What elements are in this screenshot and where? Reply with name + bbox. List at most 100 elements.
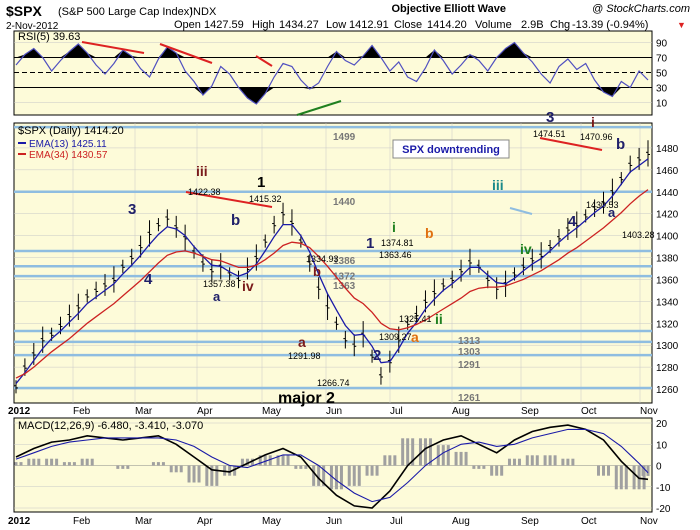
wave-label: b xyxy=(231,212,240,229)
wave-label: a xyxy=(213,289,221,304)
source: @ StockCharts.com xyxy=(592,3,690,15)
xtick-aug: Aug xyxy=(452,406,470,417)
macd-xtick-apr: Apr xyxy=(197,516,213,527)
macd-ytick-0: 0 xyxy=(656,462,662,473)
symbol-name: (S&P 500 Large Cap Index) xyxy=(58,6,193,18)
price-label: 1291.98 xyxy=(288,351,321,361)
macd-signal-line xyxy=(15,428,649,503)
price-ytick-1360: 1360 xyxy=(656,275,679,286)
rsi-ytick-10: 10 xyxy=(656,99,668,110)
price-label: 1470.96 xyxy=(580,132,613,142)
price-ytick-1440: 1440 xyxy=(656,188,679,199)
xtick-feb: Feb xyxy=(73,406,91,417)
macd-ytick-20: 20 xyxy=(656,419,668,430)
macd-ytick--20: -20 xyxy=(656,504,671,515)
price-title: $SPX (Daily) 1414.20 xyxy=(18,125,124,137)
xtick-jun: Jun xyxy=(326,406,342,417)
price-label: 1357.38 xyxy=(203,279,236,289)
chart-header: $SPX (S&P 500 Large Cap Index) INDX Obje… xyxy=(6,3,690,32)
wave-label: iv xyxy=(242,278,254,294)
xtick-oct: Oct xyxy=(581,406,597,417)
downtrend-text: SPX downtrending xyxy=(402,144,500,156)
volume-value: 2.9B xyxy=(521,19,544,31)
macd-title: MACD(12,26,9) -6.480, -3.410, -3.070 xyxy=(18,420,203,432)
downtrend-box-frame xyxy=(392,139,510,159)
support-label-1499: 1499 xyxy=(333,132,356,143)
rsi-ytick-50: 50 xyxy=(656,69,668,80)
macd-xtick-2012: 2012 xyxy=(8,516,31,527)
wave-label: 1 xyxy=(366,235,374,252)
price-ytick-1460: 1460 xyxy=(656,166,679,177)
support-label-1313: 1313 xyxy=(458,336,481,347)
wave-label: b xyxy=(425,225,434,241)
price-ytick-1480: 1480 xyxy=(656,144,679,155)
xtick-2012: 2012 xyxy=(8,406,31,417)
wave-annotations: 1422.38 1415.32 1357.38 1334.93 1291.98 1266.… xyxy=(128,109,655,407)
support-label-1291: 1291 xyxy=(458,360,481,371)
xtick-jul: Jul xyxy=(390,406,403,417)
legend-ema34: EMA(34) 1430.57 xyxy=(29,150,108,161)
support-label-1386: 1386 xyxy=(333,256,356,267)
wave-label: 2 xyxy=(373,347,381,364)
price-trendline-red-1 xyxy=(185,191,273,208)
rsi-divergence-green xyxy=(296,100,342,116)
open-label: Open xyxy=(174,19,201,31)
price-ytick-1340: 1340 xyxy=(656,297,679,308)
wave-label: a xyxy=(608,205,616,220)
wave-label: iv xyxy=(520,241,532,257)
macd-xtick-oct: Oct xyxy=(581,516,597,527)
volume-label: Volume xyxy=(475,19,512,31)
support-label-1372: 1372 xyxy=(333,271,356,282)
price-ytick-1400: 1400 xyxy=(656,232,679,243)
quote-line: Open 1427.59 High 1434.27 Low 1412.91 Cl… xyxy=(174,19,686,31)
rsi-ytick-90: 90 xyxy=(656,39,668,50)
wave-label: i xyxy=(591,114,595,130)
support-label-1261: 1261 xyxy=(458,393,481,404)
price-ytick-1300: 1300 xyxy=(656,341,679,352)
price-label: 1334.93 xyxy=(306,254,339,264)
open-value: 1427.59 xyxy=(204,19,244,31)
wave-label: iii xyxy=(492,177,504,193)
chg-label: Chg xyxy=(550,19,570,31)
downtrend-box: SPX downtrending xyxy=(392,139,510,159)
macd-xtick-mar: Mar xyxy=(135,516,153,527)
macd-ytick--10: -10 xyxy=(656,483,671,494)
price-label: 1403.28 xyxy=(622,230,655,240)
chart-date: 2-Nov-2012 xyxy=(6,21,59,32)
rsi-divergence-red-1 xyxy=(81,41,145,54)
price-ytick-1280: 1280 xyxy=(656,363,679,374)
low-label: Low xyxy=(326,19,346,31)
macd-line xyxy=(15,424,649,509)
price-trendline-blue xyxy=(509,207,533,215)
price-label: 1415.32 xyxy=(249,194,282,204)
macd-x-axis: 2012 Feb Mar Apr May Jun Jul Aug Sep Oct… xyxy=(8,516,658,527)
price-trendline-red-2 xyxy=(539,137,603,151)
high-value: 1434.27 xyxy=(279,19,319,31)
wave-label: i xyxy=(392,219,396,235)
rsi-title: RSI(5) 39.63 xyxy=(18,31,80,43)
price-ytick-1380: 1380 xyxy=(656,254,679,265)
price-ytick-1320: 1320 xyxy=(656,319,679,330)
price-layer: 1260 1280 1300 1320 1340 1360 1380 1400 1420 1440… xyxy=(14,123,679,404)
rsi-divergence-red-3 xyxy=(255,55,273,67)
price-label: 1474.51 xyxy=(533,129,566,139)
xtick-nov: Nov xyxy=(640,406,658,417)
wave-label: 3 xyxy=(128,201,136,218)
price-legend: EMA(13) 1425.11 EMA(34) 1430.57 xyxy=(18,139,108,161)
macd-xtick-feb: Feb xyxy=(73,516,91,527)
macd-xtick-may: May xyxy=(262,516,281,527)
rsi-ytick-70: 70 xyxy=(656,54,668,65)
wave-label: a xyxy=(298,334,306,350)
xtick-apr: Apr xyxy=(197,406,213,417)
xtick-sep: Sep xyxy=(521,406,539,417)
wave-label: 3 xyxy=(546,109,554,126)
price-label: 1430.53 xyxy=(586,200,619,210)
price-label: 1309.27 xyxy=(379,332,412,342)
support-label-1440: 1440 xyxy=(333,197,356,208)
macd-xtick-nov: Nov xyxy=(640,516,658,527)
price-ytick-1260: 1260 xyxy=(656,385,679,396)
chg-value: -13.39 (-0.94%) xyxy=(572,19,648,31)
rsi-divergence-red-2 xyxy=(159,43,213,64)
xtick-mar: Mar xyxy=(135,406,153,417)
